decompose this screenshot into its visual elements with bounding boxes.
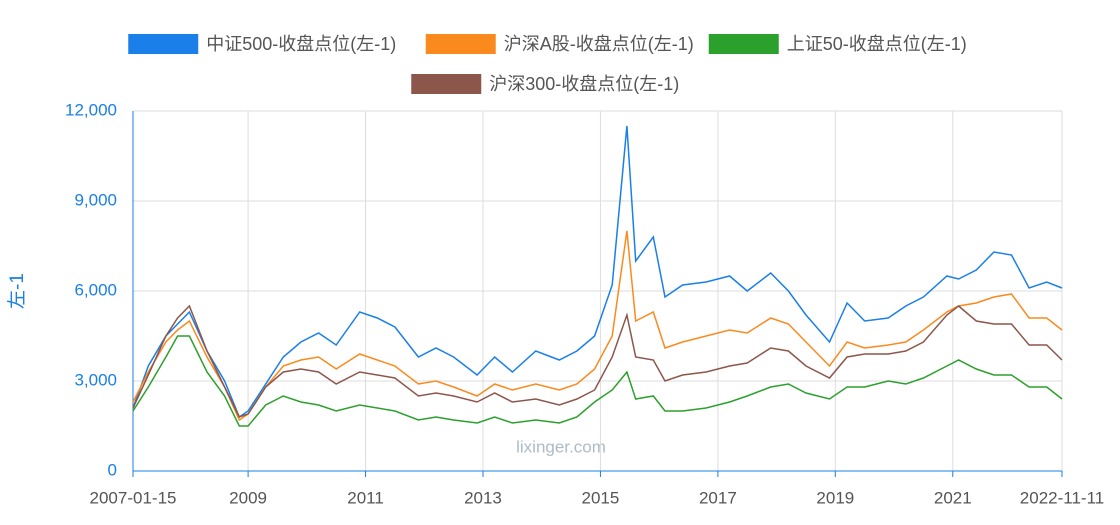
x-tick-label: 2022-11-11: [1020, 488, 1104, 507]
y-tick-label: 6,000: [74, 280, 117, 299]
x-tick-label: 2021: [934, 488, 972, 507]
x-tick-label: 2009: [229, 488, 267, 507]
y-axis-label: 左-1: [6, 273, 28, 309]
y-tick-label: 3,000: [74, 370, 117, 389]
legend-swatch: [411, 74, 482, 94]
x-tick-label: 2011: [347, 488, 384, 507]
legend-label: 中证500-收盘点位(左-1): [206, 34, 396, 54]
x-tick-label: 2017: [699, 488, 737, 507]
series-line: [132, 125, 1063, 419]
legend-swatch: [708, 34, 779, 54]
y-tick-label: 12,000: [65, 100, 117, 119]
legend-label: 沪深A股-收盘点位(左-1): [504, 34, 694, 54]
x-tick-label: 2013: [464, 488, 502, 507]
legend-label: 上证50-收盘点位(左-1): [787, 34, 967, 54]
y-tick-label: 9,000: [74, 190, 117, 209]
y-tick-label: 0: [108, 460, 117, 479]
legend-label: 沪深300-收盘点位(左-1): [489, 74, 679, 94]
legend-swatch: [425, 34, 496, 54]
x-tick-label: 2015: [582, 488, 620, 507]
series-line: [132, 304, 1063, 418]
series-line: [132, 335, 1063, 427]
x-tick-label: 2007-01-15: [90, 488, 177, 507]
watermark: lixinger.com: [516, 437, 606, 456]
legend-swatch: [128, 34, 199, 54]
x-tick-label: 2019: [816, 488, 854, 507]
